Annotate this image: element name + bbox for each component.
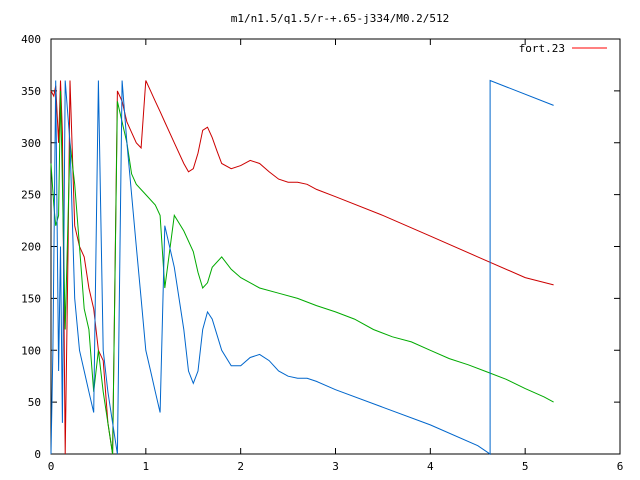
legend: fort.23 [519,42,607,55]
x-tick-label: 5 [522,460,529,473]
y-tick-label: 0 [34,448,41,461]
y-tick-label: 350 [21,85,41,98]
x-tick-label: 4 [427,460,434,473]
y-tick-label: 100 [21,344,41,357]
chart-title: m1/n1.5/q1.5/r-+.65-j334/M0.2/512 [231,12,450,25]
y-axis-ticks: 0 50 100 150 200 250 300 350 400 [21,33,620,461]
series-group [50,79,554,455]
series-line-3 [50,79,554,455]
x-axis-ticks: 0 1 2 3 4 5 6 [48,39,624,473]
series-line-1 [50,80,554,455]
legend-label-fort-23: fort.23 [519,42,565,55]
y-tick-label: 150 [21,292,41,305]
x-tick-label: 2 [237,460,244,473]
x-tick-label: 0 [48,460,55,473]
x-tick-label: 3 [332,460,339,473]
x-tick-label: 6 [617,460,624,473]
y-tick-label: 300 [21,137,41,150]
y-tick-label: 400 [21,33,41,46]
series-line-2 [50,90,554,455]
x-tick-label: 1 [143,460,150,473]
y-tick-label: 250 [21,189,41,202]
y-tick-label: 50 [28,396,41,409]
y-tick-label: 200 [21,241,41,254]
